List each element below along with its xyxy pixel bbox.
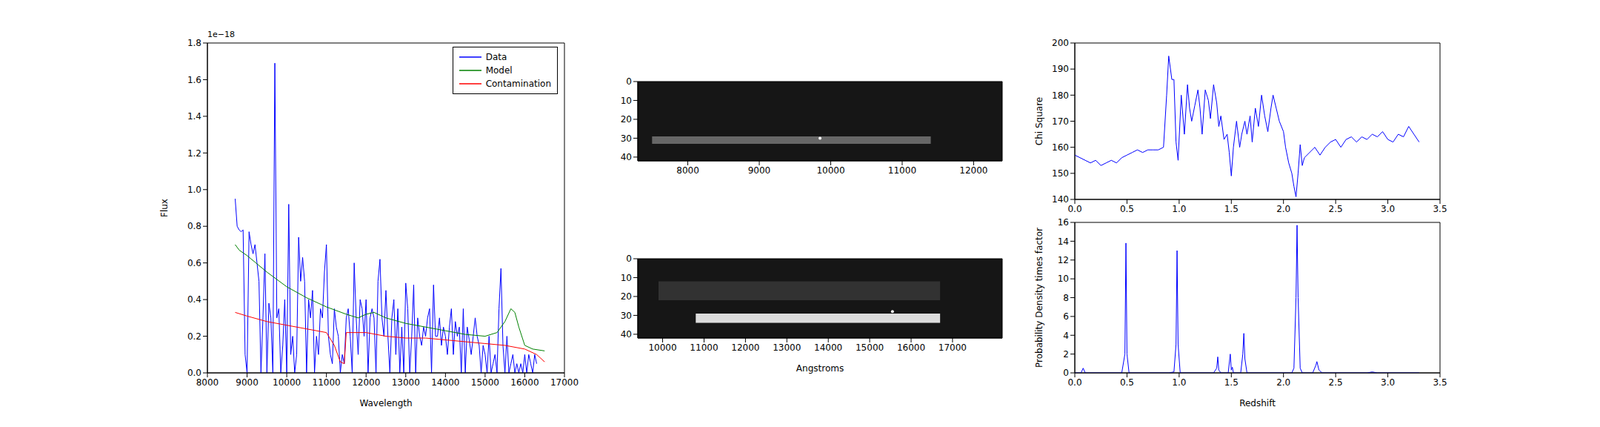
svg-text:1.5: 1.5 [1224,377,1239,388]
svg-text:12000: 12000 [731,342,760,353]
svg-text:0.6: 0.6 [187,257,202,269]
svg-text:40: 40 [620,328,632,340]
html-text:Contamination: Contamination [485,78,552,89]
svg-text:150: 150 [1051,168,1069,179]
svg-text:0.0: 0.0 [187,367,202,378]
svg-text:1.2: 1.2 [187,148,202,159]
svg-text:2.5: 2.5 [1328,377,1343,388]
svg-text:0.8: 0.8 [187,220,202,232]
svg-text:15000: 15000 [471,377,500,388]
svg-text:10: 10 [620,95,632,106]
svg-text:13000: 13000 [391,377,420,388]
svg-text:6: 6 [1062,311,1069,322]
svg-text:17000: 17000 [938,342,967,353]
svg-text:2.0: 2.0 [1276,377,1291,388]
svg-text:Probability Density times fact: Probability Density times factor [1034,227,1045,368]
svg-text:10: 10 [1057,273,1069,284]
svg-text:9000: 9000 [748,165,772,176]
svg-text:40: 40 [620,151,632,163]
svg-text:0.4: 0.4 [187,294,202,305]
svg-text:3.0: 3.0 [1380,203,1395,215]
svg-text:1.0: 1.0 [1171,203,1186,215]
svg-text:11000: 11000 [312,377,341,388]
svg-text:1.8: 1.8 [187,37,202,49]
svg-text:4: 4 [1062,330,1069,341]
svg-text:16: 16 [1057,217,1069,228]
svg-text:8: 8 [1062,292,1069,303]
svg-text:0: 0 [625,76,632,87]
svg-text:160: 160 [1051,142,1069,153]
svg-text:30: 30 [620,310,632,321]
svg-text:1.4: 1.4 [187,111,202,122]
svg-text:12000: 12000 [351,377,380,388]
svg-text:0: 0 [625,253,632,264]
svg-text:9000: 9000 [235,377,259,388]
svg-text:11000: 11000 [689,342,718,353]
svg-text:0: 0 [1062,367,1069,378]
svg-text:190: 190 [1051,63,1069,75]
svg-text:Redshift: Redshift [1239,397,1276,409]
svg-text:1.0: 1.0 [187,184,202,195]
svg-text:3.0: 3.0 [1380,377,1395,388]
svg-text:0.2: 0.2 [187,331,202,342]
svg-text:12: 12 [1057,254,1069,266]
svg-text:2: 2 [1062,348,1069,360]
svg-text:1.6: 1.6 [187,74,202,86]
svg-text:30: 30 [620,133,632,144]
svg-text:10000: 10000 [816,165,845,176]
svg-text:13000: 13000 [772,342,801,353]
svg-text:16000: 16000 [897,342,926,353]
svg-text:170: 170 [1051,116,1069,127]
svg-text:0.0: 0.0 [1067,377,1082,388]
svg-text:15000: 15000 [855,342,884,353]
svg-text:1.0: 1.0 [1171,377,1186,388]
html-text:Data: Data [485,51,507,63]
svg-text:0.5: 0.5 [1120,377,1135,388]
svg-text:3.5: 3.5 [1432,203,1447,215]
svg-text:180: 180 [1051,90,1069,101]
svg-text:14000: 14000 [431,377,460,388]
svg-text:10: 10 [620,272,632,283]
svg-text:2.5: 2.5 [1328,203,1343,215]
svg-text:Angstroms: Angstroms [796,362,844,374]
svg-text:140: 140 [1051,194,1069,205]
svg-text:14000: 14000 [814,342,843,353]
svg-text:1.5: 1.5 [1224,203,1239,215]
svg-text:10000: 10000 [648,342,677,353]
svg-text:Wavelength: Wavelength [359,397,412,409]
svg-text:0.5: 0.5 [1120,203,1135,215]
html-text:1e−18: 1e−18 [207,29,235,40]
svg-text:8000: 8000 [676,165,700,176]
svg-text:Chi Square: Chi Square [1034,97,1045,146]
svg-text:14: 14 [1057,236,1069,247]
svg-text:11000: 11000 [888,165,917,176]
svg-text:3.5: 3.5 [1432,377,1447,388]
svg-text:16000: 16000 [510,377,539,388]
svg-text:200: 200 [1051,37,1069,49]
html-text:Model: Model [485,65,513,76]
svg-text:20: 20 [620,114,632,125]
svg-text:17000: 17000 [550,377,579,388]
svg-text:12000: 12000 [959,165,988,176]
svg-text:2.0: 2.0 [1276,203,1291,215]
svg-text:8000: 8000 [196,377,220,388]
svg-text:20: 20 [620,291,632,302]
svg-text:Flux: Flux [159,198,170,218]
svg-text:0.0: 0.0 [1067,203,1082,215]
svg-text:10000: 10000 [272,377,301,388]
